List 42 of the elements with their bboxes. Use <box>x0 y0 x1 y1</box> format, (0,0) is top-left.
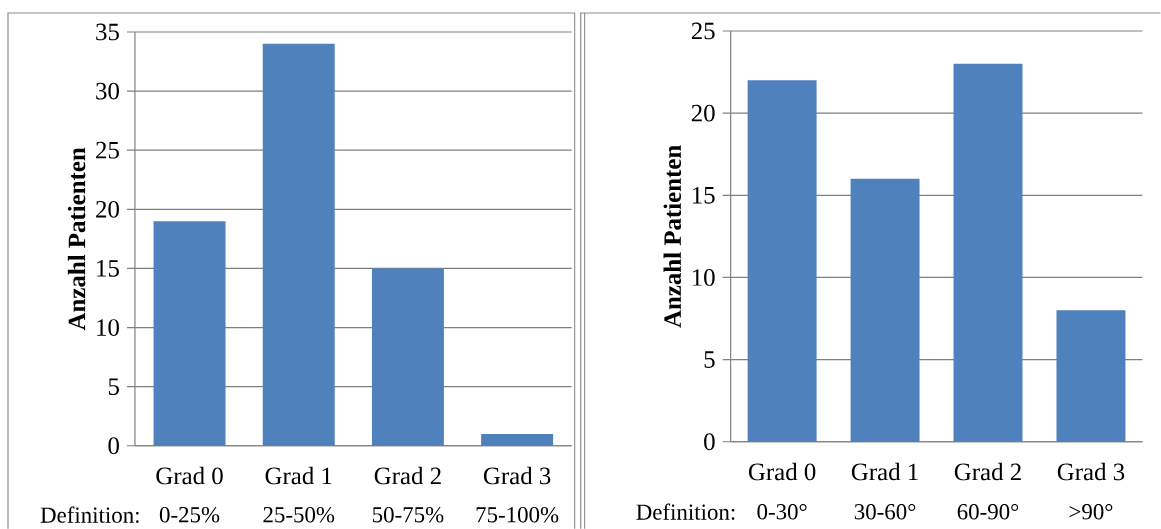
y-tick-label: 20 <box>691 104 715 122</box>
bar <box>850 178 920 442</box>
x-tick-label: Grad 3 <box>483 466 551 485</box>
bar <box>1056 310 1126 442</box>
text: 30-60° <box>854 503 916 520</box>
y-tick-label: 15 <box>97 259 119 277</box>
bar <box>747 80 817 442</box>
x-tick-label: Grad 1 <box>265 466 332 485</box>
y-axis-title: Anzahl Patienten <box>663 145 682 328</box>
text: 50-75% <box>373 506 444 523</box>
y-tick-label: 25 <box>96 141 119 159</box>
x-tick-label: Grad 1 <box>851 462 918 481</box>
x-tick-label: Grad 0 <box>156 466 223 485</box>
y-tick-label: 30 <box>96 82 119 100</box>
y-axis-title: Anzahl Patienten <box>67 147 86 331</box>
y-tick-label: 15 <box>692 186 715 204</box>
y-tick-label: 0 <box>108 437 119 455</box>
text: 0-25% <box>159 506 220 523</box>
x-tick-label: Grad 2 <box>954 462 1021 481</box>
text: 60-90° <box>957 503 1019 520</box>
y-tick-label: 20 <box>96 200 119 218</box>
bar <box>371 268 444 446</box>
y-tick-label: 5 <box>108 378 119 395</box>
text: Definition: <box>636 503 735 520</box>
y-tick-label: 5 <box>704 351 715 368</box>
bar <box>153 220 226 446</box>
y-tick-label: 10 <box>692 268 715 286</box>
y-tick-label: 10 <box>97 318 119 336</box>
bar <box>953 63 1023 442</box>
x-tick-label: Grad 0 <box>748 462 816 481</box>
x-tick-label: Grad 2 <box>374 466 441 485</box>
y-tick-label: 35 <box>96 23 119 41</box>
text: 25-50% <box>263 506 335 523</box>
text: >90° <box>1069 503 1113 520</box>
bar <box>481 433 554 446</box>
text: 75-100% <box>476 506 559 523</box>
x-tick-label: Grad 3 <box>1057 462 1125 481</box>
text: 0-30° <box>757 503 807 520</box>
y-tick-label: 25 <box>691 22 715 40</box>
y-tick-label: 0 <box>704 433 715 451</box>
bar <box>262 43 335 446</box>
text: Definition: <box>40 506 139 523</box>
